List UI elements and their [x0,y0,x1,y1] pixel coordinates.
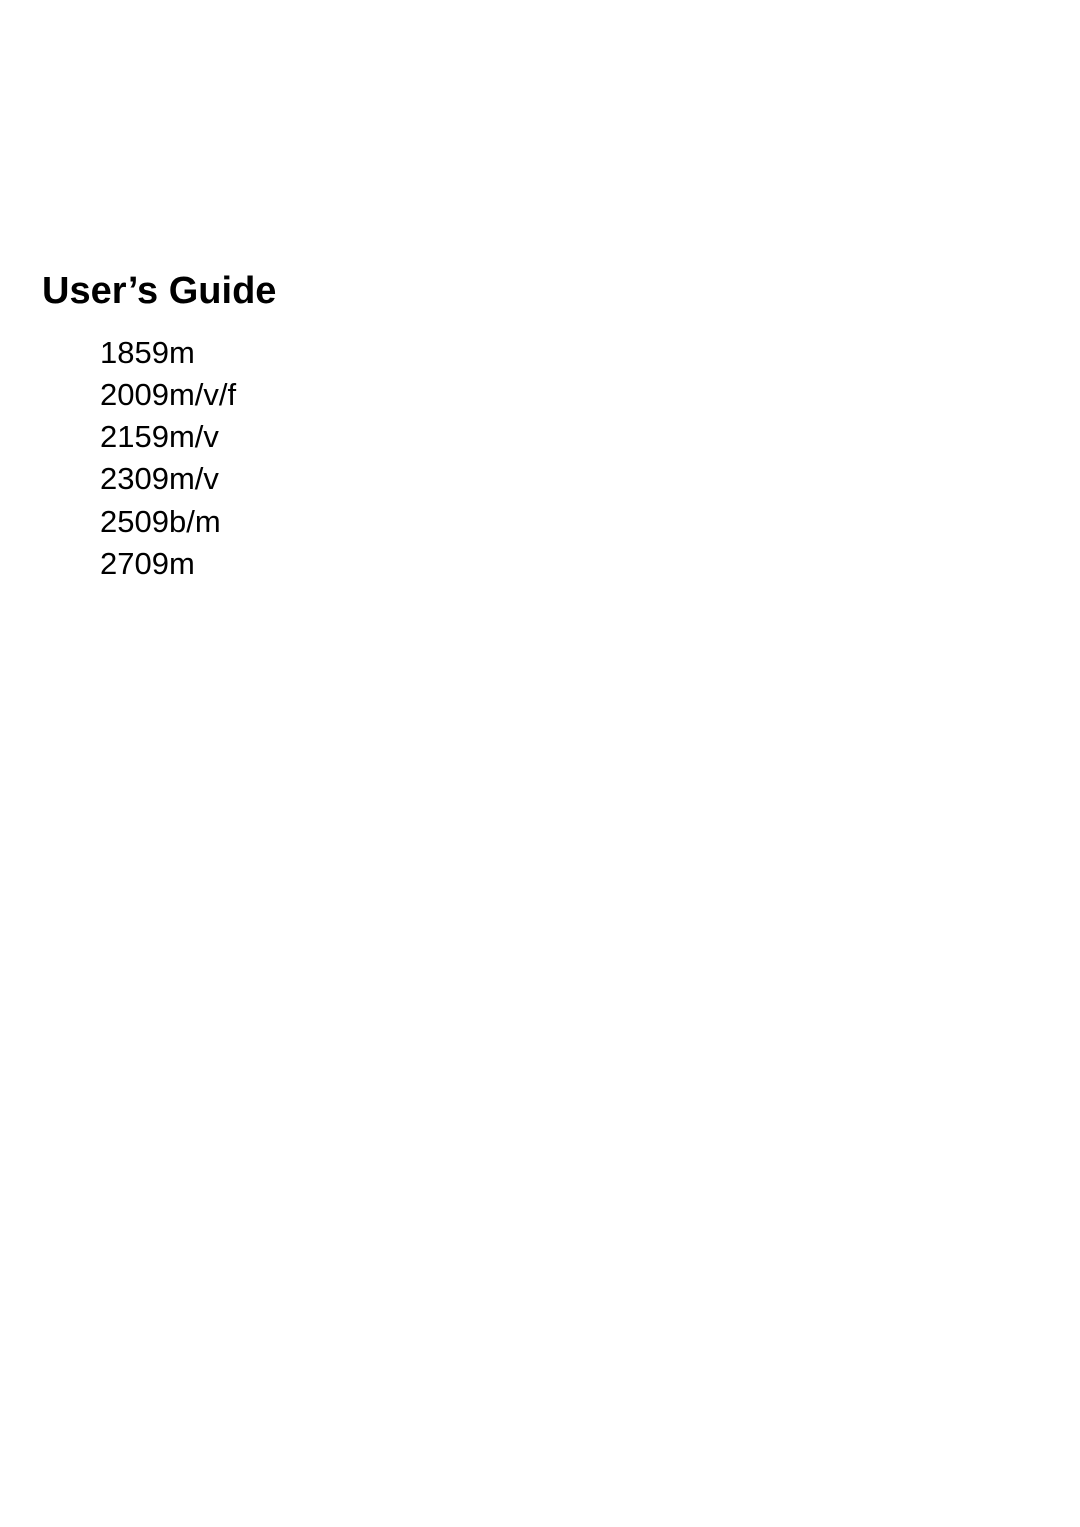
document-page: User’s Guide 1859m 2009m/v/f 2159m/v 230… [0,0,1080,1527]
model-item: 2309m/v [100,458,236,500]
model-item: 2159m/v [100,416,236,458]
model-item: 1859m [100,332,236,374]
model-item: 2009m/v/f [100,374,236,416]
model-list: 1859m 2009m/v/f 2159m/v 2309m/v 2509b/m … [100,332,236,585]
document-title: User’s Guide [42,270,276,313]
model-item: 2709m [100,543,236,585]
model-item: 2509b/m [100,501,236,543]
